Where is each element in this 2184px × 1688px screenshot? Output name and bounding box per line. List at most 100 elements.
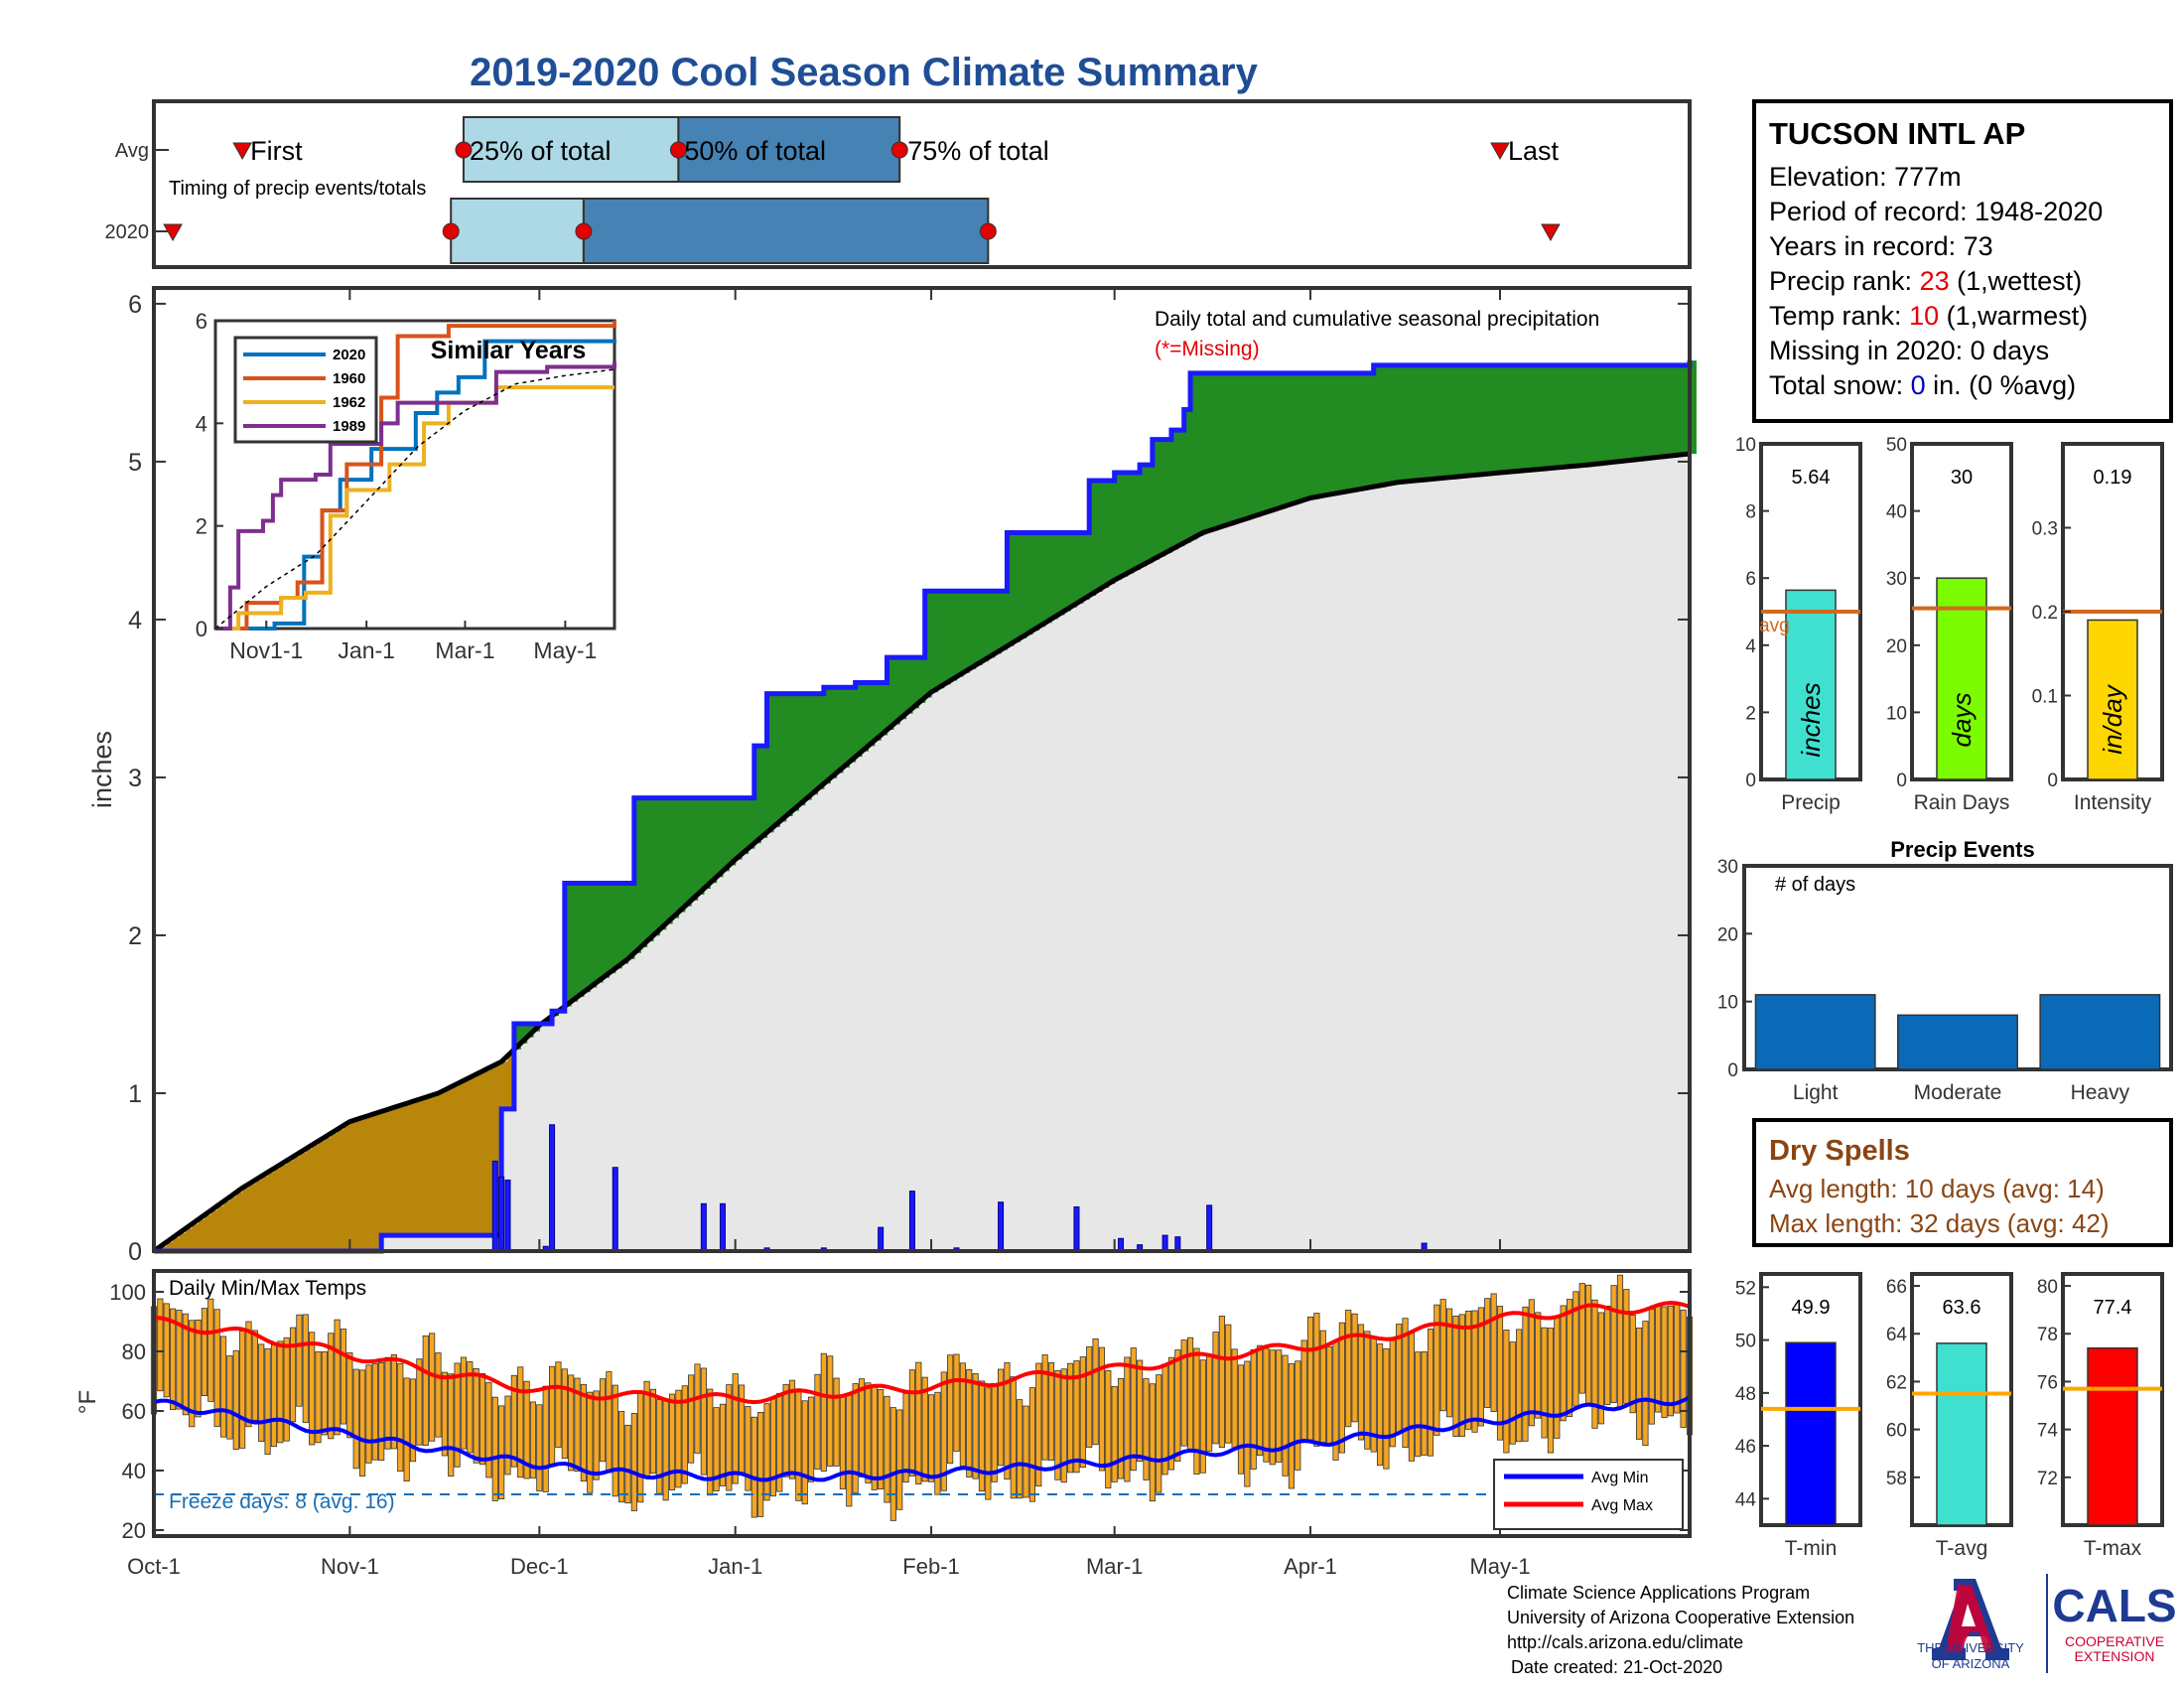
xtick-label-6: Apr-1 bbox=[1284, 1554, 1337, 1579]
temp-bar-day-120 bbox=[908, 1369, 916, 1477]
temp-bar-day-194 bbox=[1376, 1343, 1384, 1467]
temp-bar-day-31 bbox=[346, 1352, 353, 1439]
tmin-panel-tick-label-2: 48 bbox=[1735, 1384, 1756, 1405]
temp-bar-day-212 bbox=[1490, 1293, 1497, 1413]
temp-bar-day-216 bbox=[1516, 1329, 1523, 1443]
temp-bar-day-101 bbox=[788, 1379, 796, 1479]
temp-bar-day-63 bbox=[548, 1365, 556, 1467]
cumulative-2020-line bbox=[154, 360, 1693, 1254]
temp-bar-day-112 bbox=[858, 1378, 866, 1477]
temp-bar-day-162 bbox=[1174, 1349, 1181, 1462]
temp-bar-day-58 bbox=[517, 1366, 524, 1478]
temp-bar-day-118 bbox=[896, 1409, 903, 1510]
temp-bar-day-76 bbox=[630, 1413, 637, 1511]
precip-total-panel-tick-label-2: 4 bbox=[1745, 636, 1756, 657]
temp-bar-day-168 bbox=[1212, 1332, 1219, 1445]
avg-p25-marker bbox=[455, 141, 473, 159]
season-total-bars: 5.64 inches Precip 0 2 4 6 8 10 avg 30 days Rain Day… bbox=[1735, 435, 2164, 814]
y2020-p75-marker bbox=[979, 222, 997, 240]
temp-total-bars: 49.9 T-min 44 46 48 50 52 63.6 T-avg 58 60 62 64 66 77… bbox=[1735, 1272, 2164, 1560]
main-ytick-label-3: 3 bbox=[128, 765, 142, 792]
station-name: TUCSON INTL AP bbox=[1769, 116, 2025, 151]
temp-bar-day-16 bbox=[251, 1330, 258, 1421]
daily-precip-bar-4 bbox=[549, 1124, 556, 1252]
temp-bar-day-23 bbox=[296, 1314, 303, 1407]
temp-bar-day-214 bbox=[1503, 1330, 1510, 1454]
rain-days-panel-tick-label-3: 30 bbox=[1886, 569, 1907, 590]
temp-bar-day-37 bbox=[384, 1356, 391, 1450]
tmin-panel-bar bbox=[1785, 1341, 1837, 1526]
temp-bar-day-9 bbox=[207, 1298, 214, 1402]
rain-days-panel-value-label: 30 bbox=[1951, 467, 1973, 489]
temp-bar-day-147 bbox=[1079, 1356, 1086, 1469]
precip-total-panel-tick-label-4: 8 bbox=[1745, 502, 1756, 523]
temp-bar-day-22 bbox=[289, 1327, 297, 1423]
temp-bar-day-225 bbox=[1572, 1291, 1579, 1407]
temp-bar-day-210 bbox=[1477, 1307, 1484, 1427]
events-category-label-2: Heavy bbox=[2071, 1081, 2130, 1104]
temp-bar-day-202 bbox=[1427, 1328, 1434, 1457]
timing-caption: Timing of precip events/totals bbox=[169, 178, 426, 200]
temp-bar-day-208 bbox=[1465, 1310, 1472, 1430]
snow-label: Total snow: bbox=[1769, 370, 1911, 400]
temp-bar-day-179 bbox=[1282, 1354, 1289, 1477]
station-precip-rank: Precip rank: 23 (1,wettest) bbox=[1769, 266, 2082, 296]
temp-bar-day-12 bbox=[226, 1355, 233, 1440]
station-elevation: Elevation: 777m bbox=[1769, 162, 1962, 192]
temp-bar-day-17 bbox=[258, 1343, 265, 1443]
temp-legend-box bbox=[1493, 1459, 1684, 1530]
tavg-panel-tick-label-1: 60 bbox=[1886, 1421, 1907, 1442]
temp-bar-day-175 bbox=[1257, 1344, 1264, 1457]
intensity-panel-tick-label-2: 0.2 bbox=[2032, 603, 2058, 624]
temp-bar-day-231 bbox=[1610, 1285, 1617, 1404]
main-frame bbox=[152, 286, 1692, 1253]
tmin-panel-value-label: 49.9 bbox=[1792, 1297, 1831, 1319]
cals-logo-text: CALS bbox=[2052, 1580, 2176, 1631]
temp-bar-day-21 bbox=[283, 1336, 290, 1442]
xtick-label-5: Mar-1 bbox=[1086, 1554, 1143, 1579]
temp-bar-day-239 bbox=[1661, 1306, 1668, 1419]
temp-ytick-label-0: 20 bbox=[122, 1518, 146, 1543]
main-ytick-label-0: 0 bbox=[128, 1238, 142, 1266]
temp-ytick-label-1: 40 bbox=[122, 1459, 146, 1483]
temp-bar-day-153 bbox=[1117, 1377, 1125, 1479]
temp-bar-day-81 bbox=[662, 1399, 669, 1501]
precip-total-panel-tick-label-0: 0 bbox=[1745, 771, 1756, 791]
temp-bar-day-219 bbox=[1535, 1312, 1542, 1419]
cals-logo: CALS COOPERATIVE EXTENSION bbox=[2052, 1580, 2176, 1664]
temp-bar-day-20 bbox=[277, 1340, 284, 1444]
daily-precip-bar-18 bbox=[1174, 1236, 1181, 1252]
tavg-panel-xlabel: T-avg bbox=[1936, 1537, 1988, 1560]
temp-bar-day-221 bbox=[1547, 1328, 1555, 1454]
tmax-panel-tick-label-1: 74 bbox=[2037, 1421, 2059, 1442]
temp-bar-day-149 bbox=[1092, 1337, 1099, 1446]
tmin-panel-xlabel: T-min bbox=[1785, 1537, 1838, 1560]
rain-days-panel-xlabel: Rain Days bbox=[1914, 791, 2010, 814]
temp-bar-day-89 bbox=[713, 1407, 720, 1491]
main-ytick-label-6: 6 bbox=[128, 291, 142, 319]
tmax-panel-tick-label-3: 78 bbox=[2037, 1325, 2058, 1345]
temp-bar-day-62 bbox=[542, 1385, 549, 1492]
temp-bar-day-48 bbox=[454, 1362, 461, 1468]
precip-events-title: Precip Events bbox=[1890, 837, 2035, 862]
temp-bar-day-227 bbox=[1585, 1284, 1592, 1406]
tavg-panel-tick-label-3: 64 bbox=[1886, 1325, 1908, 1345]
main-missing-note: (*=Missing) bbox=[1155, 338, 1260, 360]
temp-bar-day-8 bbox=[201, 1308, 208, 1396]
xtick-label-4: Feb-1 bbox=[902, 1554, 959, 1579]
temp-bar-day-56 bbox=[504, 1395, 511, 1476]
temp-bar-day-80 bbox=[656, 1399, 663, 1494]
temp-bar-day-10 bbox=[213, 1309, 220, 1428]
inset-lines bbox=[214, 321, 616, 631]
temp-bar-day-122 bbox=[921, 1376, 928, 1482]
temp-bar-day-3 bbox=[170, 1308, 177, 1410]
temp-bar-day-167 bbox=[1206, 1353, 1213, 1452]
temp-bar-day-200 bbox=[1415, 1351, 1422, 1458]
daily-precip-bar-14 bbox=[1073, 1205, 1080, 1252]
precip-rank-value: 23 bbox=[1920, 266, 1950, 296]
intensity-panel-tick-label-3: 0.3 bbox=[2032, 519, 2058, 540]
tavg-panel-value-label: 63.6 bbox=[1943, 1297, 1981, 1319]
temp-bar-day-106 bbox=[820, 1352, 827, 1472]
events-bar-1 bbox=[1897, 1014, 2018, 1070]
temp-ylabel: °F bbox=[74, 1390, 101, 1414]
